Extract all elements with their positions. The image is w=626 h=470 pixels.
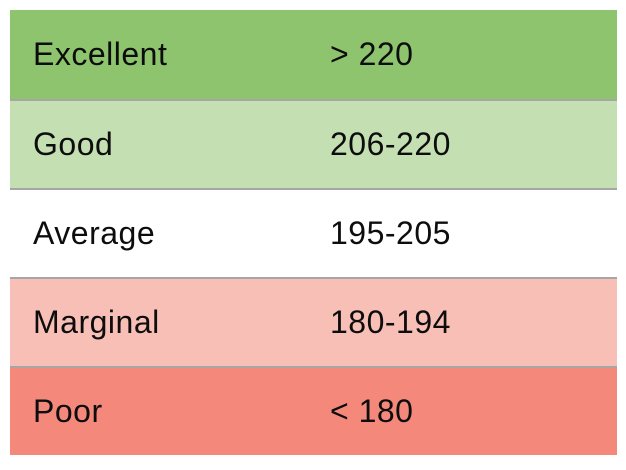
rating-range: < 180 — [330, 393, 414, 429]
table-row-good: Good 206-220 — [10, 99, 617, 188]
rating-range: 195-205 — [330, 215, 451, 251]
rating-range: 180-194 — [330, 304, 451, 340]
rating-scale-table: Excellent > 220 Good 206-220 Average 195… — [10, 10, 617, 455]
table-row-average: Average 195-205 — [10, 188, 617, 277]
rating-label: Average — [33, 215, 156, 251]
rating-range: 206-220 — [330, 126, 451, 162]
rating-label: Poor — [33, 393, 103, 429]
rating-label: Excellent — [33, 36, 168, 72]
table-row-poor: Poor < 180 — [10, 366, 617, 455]
rating-range: > 220 — [330, 36, 414, 72]
table-row-marginal: Marginal 180-194 — [10, 277, 617, 366]
rating-label: Good — [33, 126, 114, 162]
rating-label: Marginal — [33, 304, 160, 340]
table-row-excellent: Excellent > 220 — [10, 10, 617, 99]
